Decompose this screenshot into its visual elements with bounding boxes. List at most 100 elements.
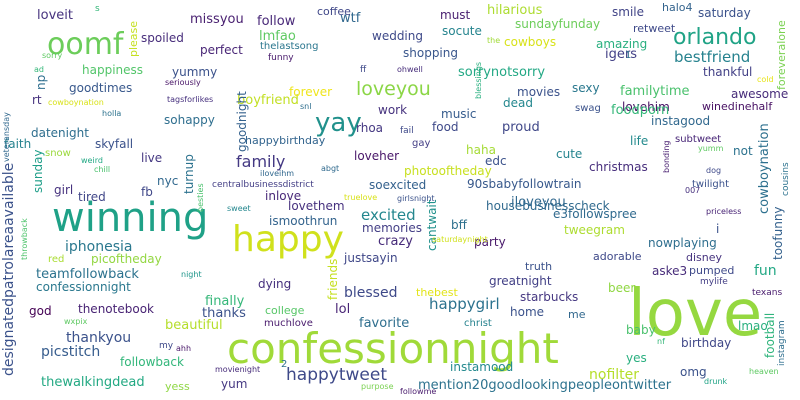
word: lmfao bbox=[259, 29, 296, 44]
word: instagram bbox=[777, 320, 787, 366]
word: family bbox=[236, 152, 286, 171]
word: fb bbox=[141, 185, 153, 199]
word: chill bbox=[94, 165, 111, 174]
word: foreveralone bbox=[775, 20, 788, 90]
word: throwback bbox=[20, 218, 29, 260]
word: nyc bbox=[157, 174, 179, 188]
word: live bbox=[141, 151, 163, 165]
word: housebusinesscheck bbox=[486, 199, 610, 213]
word: skyfall bbox=[95, 137, 134, 151]
word: sunday bbox=[31, 149, 45, 193]
word: mention20goodlookingpeopleontwitter bbox=[418, 378, 672, 393]
word: yess bbox=[165, 380, 190, 393]
word: dead bbox=[503, 96, 533, 110]
word: teamfollowback bbox=[36, 267, 139, 282]
word: yay bbox=[315, 108, 362, 138]
word: omg bbox=[680, 365, 707, 379]
word: confessionnight bbox=[227, 324, 559, 373]
word: thanks bbox=[202, 306, 246, 321]
word: yes bbox=[626, 351, 647, 365]
word: goodtimes bbox=[69, 81, 133, 95]
word: 1 bbox=[625, 50, 632, 61]
word: centralbusinessdistrict bbox=[212, 180, 314, 190]
word: happiness bbox=[82, 63, 144, 77]
word: soexcited bbox=[369, 178, 427, 192]
word: lovethem bbox=[288, 199, 345, 213]
word: dog bbox=[706, 166, 722, 175]
word: drunk bbox=[704, 377, 728, 386]
word: followback bbox=[120, 355, 184, 369]
word: sorrynotsorry bbox=[458, 65, 546, 80]
word: nofilter bbox=[589, 367, 640, 383]
word: snl bbox=[300, 102, 312, 111]
word: memories bbox=[362, 221, 423, 235]
word: nf bbox=[657, 337, 665, 346]
word: muchlove bbox=[264, 318, 313, 329]
word: thewalkingdead bbox=[41, 375, 145, 390]
word: movienight bbox=[215, 365, 261, 374]
word: rhoa bbox=[356, 121, 384, 135]
word: christ bbox=[464, 318, 492, 329]
word: happygirl bbox=[429, 295, 500, 313]
word: holla bbox=[102, 109, 122, 118]
word: amazing bbox=[596, 37, 648, 51]
word: movies bbox=[517, 85, 561, 99]
word: halo4 bbox=[662, 1, 693, 14]
word: instagood bbox=[651, 114, 711, 128]
word: love bbox=[628, 277, 763, 351]
word: cousins bbox=[781, 162, 791, 196]
word: np bbox=[34, 74, 48, 90]
word: designatedpatrolareaavailable bbox=[1, 162, 17, 376]
word: aske3 bbox=[652, 264, 688, 278]
word: crazy bbox=[378, 234, 413, 249]
word: forever bbox=[289, 85, 333, 99]
word: proud bbox=[502, 120, 540, 135]
word: wxpix bbox=[64, 317, 88, 326]
word: truth bbox=[525, 260, 553, 273]
word: finally bbox=[205, 294, 245, 309]
word: abgt bbox=[321, 164, 340, 173]
word: familytime bbox=[620, 84, 690, 99]
word: cowboys bbox=[504, 35, 557, 49]
word: snow bbox=[45, 148, 71, 159]
word: lol bbox=[335, 302, 351, 317]
word: lmao bbox=[738, 319, 768, 333]
word: instamood bbox=[450, 360, 514, 374]
word: retweet bbox=[633, 22, 676, 35]
word: pumped bbox=[689, 264, 735, 277]
word: football bbox=[763, 312, 777, 358]
word: twilight bbox=[692, 179, 730, 190]
word: orlando bbox=[673, 25, 757, 50]
word: cute bbox=[556, 147, 583, 161]
word: heaven bbox=[749, 367, 779, 376]
word: birthday bbox=[681, 336, 732, 350]
word: missyou bbox=[190, 12, 244, 27]
word: loveit bbox=[37, 8, 73, 23]
word: happytweet bbox=[286, 365, 387, 385]
word: ff bbox=[360, 65, 367, 75]
word: me bbox=[568, 308, 586, 321]
word: home bbox=[510, 305, 545, 319]
word: purpose bbox=[361, 382, 394, 391]
word: work bbox=[378, 103, 408, 117]
word: shopping bbox=[403, 46, 458, 60]
word: adorable bbox=[593, 250, 642, 263]
word: coffee bbox=[317, 5, 351, 18]
word: fun bbox=[754, 263, 777, 279]
word: gay bbox=[412, 138, 431, 149]
word: edc bbox=[485, 154, 507, 168]
word: oomf bbox=[47, 27, 124, 62]
word: lovehim bbox=[622, 100, 670, 114]
word: christmas bbox=[589, 160, 648, 174]
word: sohappy bbox=[164, 113, 215, 127]
word: igers bbox=[605, 47, 637, 62]
word: wtf bbox=[340, 11, 361, 26]
word: disney bbox=[686, 251, 723, 264]
word: blessings bbox=[474, 61, 483, 99]
word: inlove bbox=[265, 189, 302, 203]
word: winning bbox=[52, 195, 209, 241]
word: baby bbox=[626, 323, 656, 337]
word: rt bbox=[32, 93, 42, 107]
word: tired bbox=[78, 190, 106, 204]
word: bonding bbox=[662, 140, 671, 174]
